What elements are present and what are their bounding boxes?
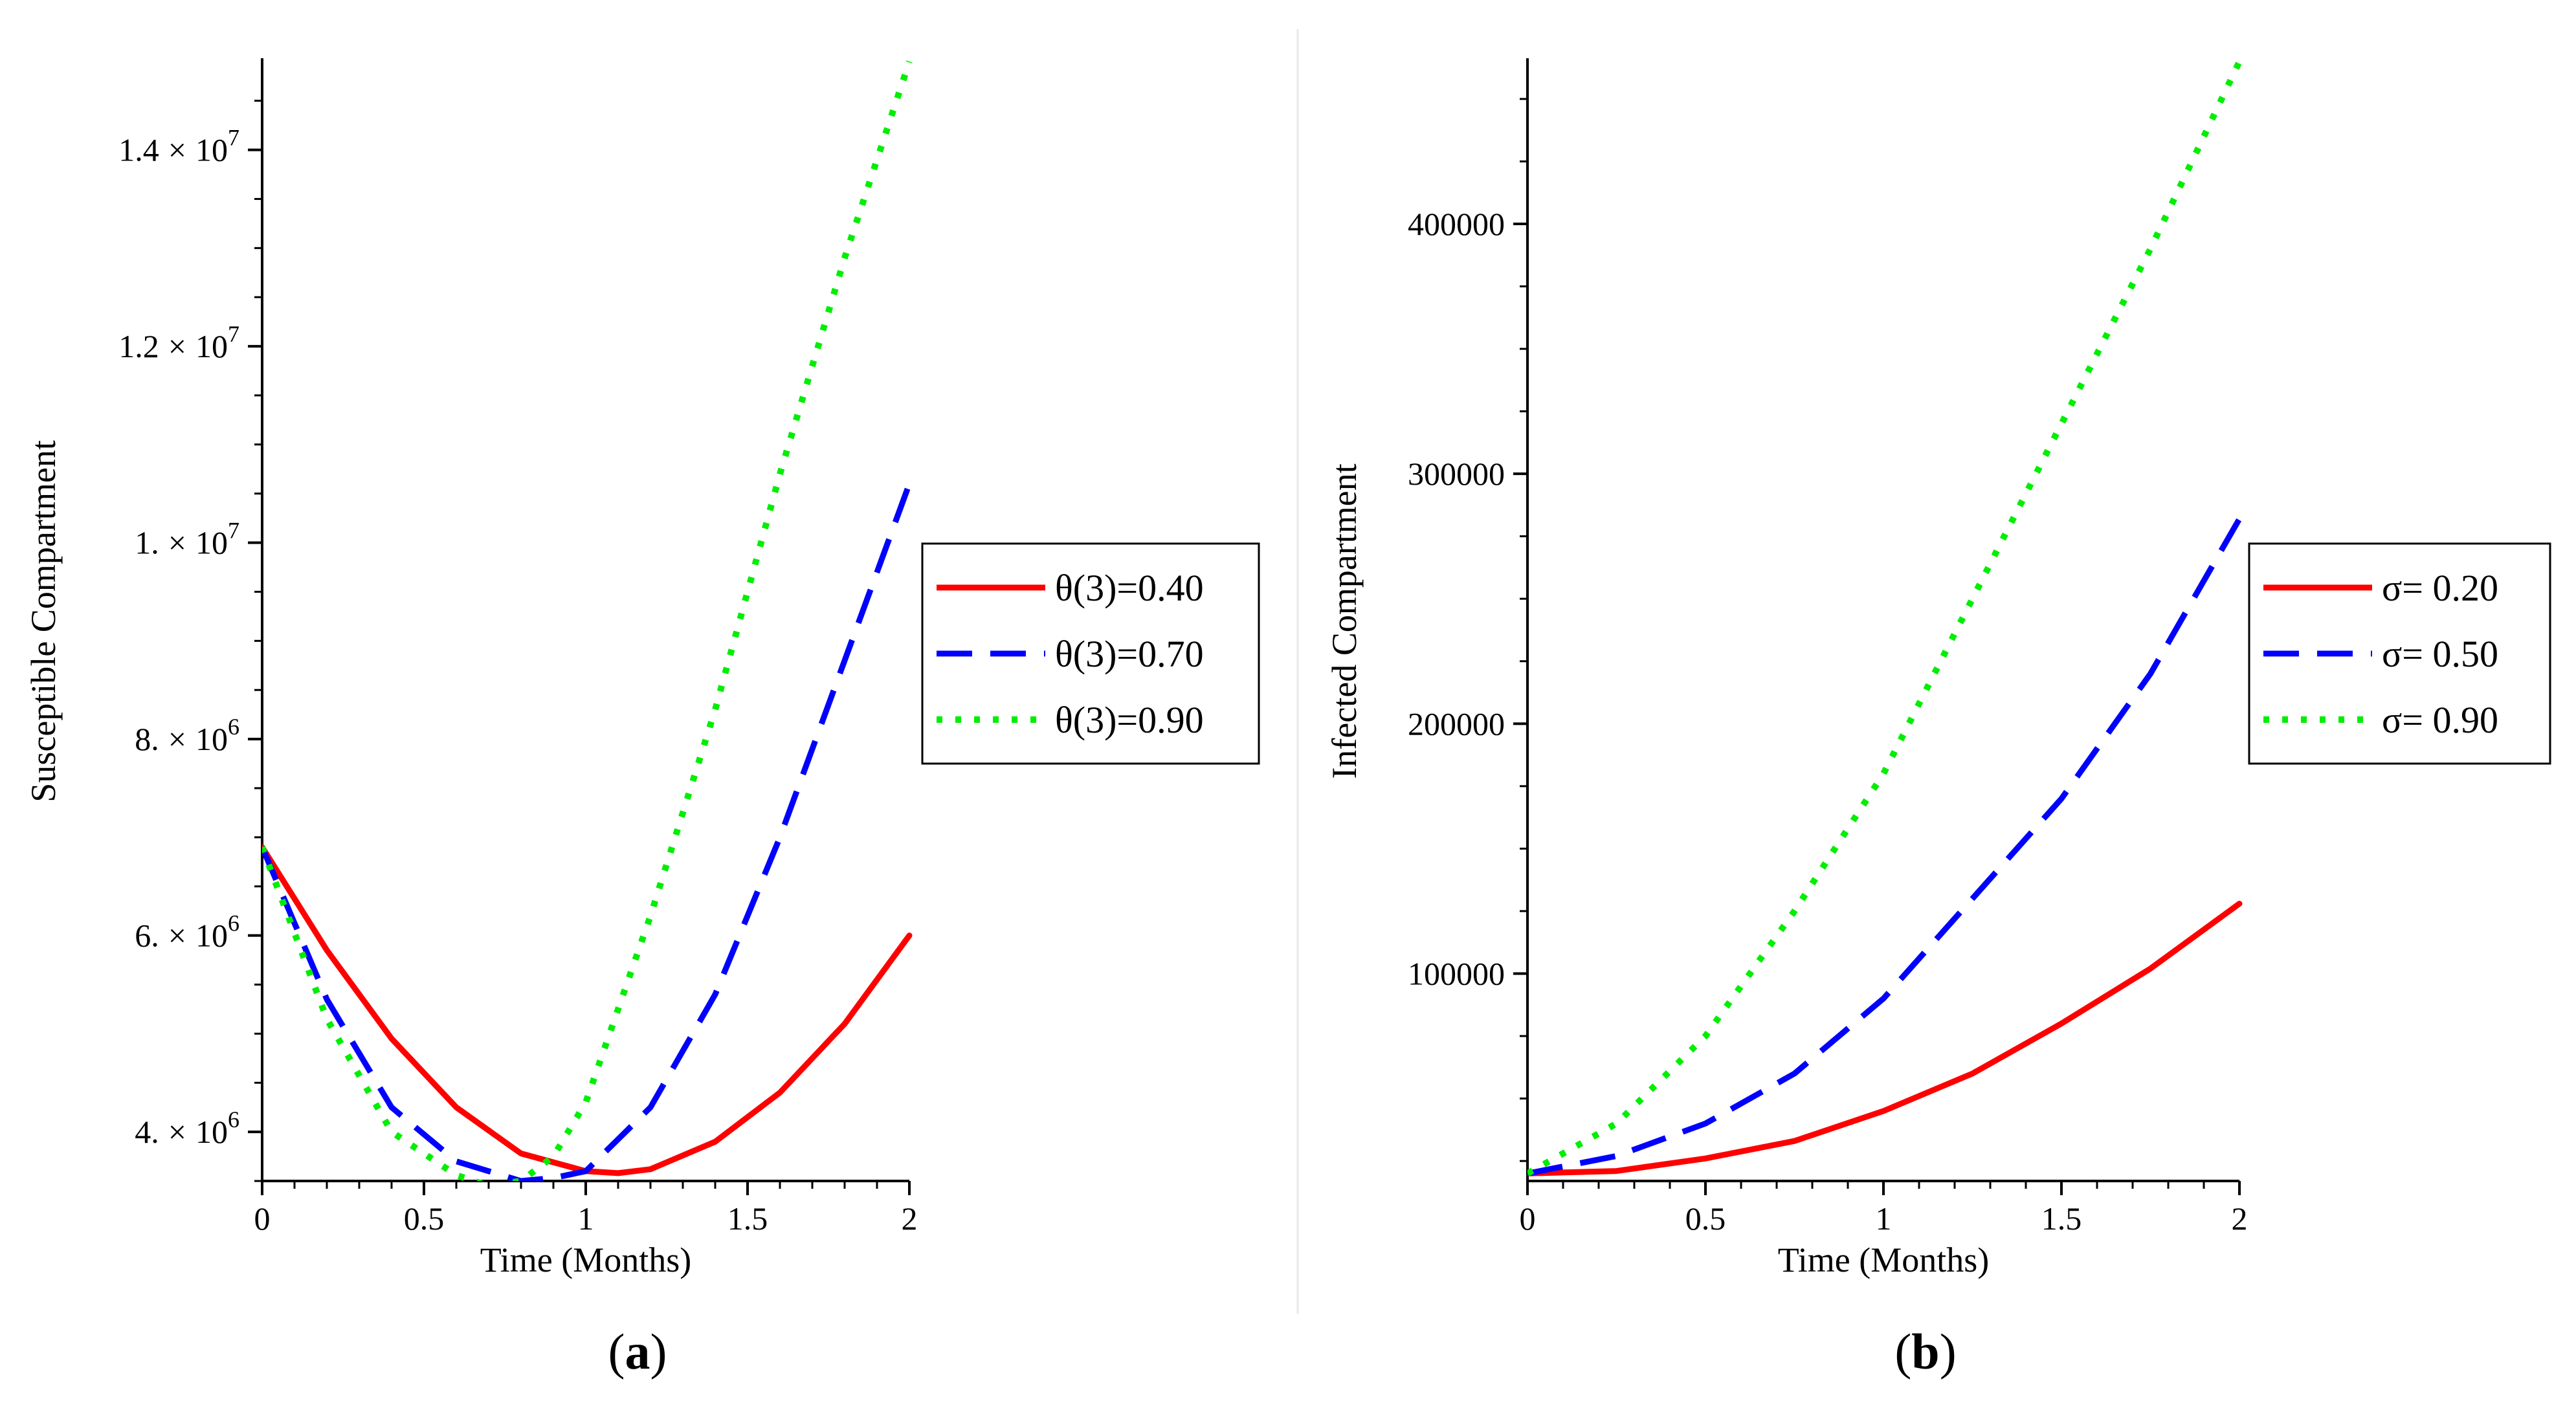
legend-label-3: θ(3)=0.90 [1055,699,1204,741]
legend-label-2: θ(3)=0.70 [1055,633,1204,675]
caption-letter: b [1911,1323,1939,1380]
y-tick-exponent: 6 [228,910,239,936]
y-tick-times: × [168,525,186,561]
x-tick-label: 1 [1876,1200,1892,1237]
legend-label-1: σ= 0.20 [2382,567,2498,609]
legend-label-3: σ= 0.90 [2382,699,2498,741]
y-tick-base: 10 [195,1114,228,1150]
y-tick-label: 1.2 × 107 [118,321,239,364]
x-tick-label: 0 [1520,1200,1536,1237]
y-tick-label: 200000 [1408,705,1505,742]
x-tick-label: 0 [254,1200,271,1237]
y-tick-mantissa: 1.4 [118,132,159,168]
y-tick-base: 10 [195,132,228,168]
panel-caption: (b) [1894,1323,1956,1380]
y-tick-times: × [168,721,186,757]
y-tick-times: × [168,132,186,168]
caption-open: ( [1894,1323,1911,1380]
y-tick-label: 1.4 × 107 [118,125,239,168]
y-tick-base: 10 [195,918,228,954]
y-tick-exponent: 6 [228,714,239,740]
x-axis-title: Time (Months) [480,1241,692,1279]
series-line-1 [1527,900,2243,1176]
y-tick-label: 400000 [1408,206,1505,242]
y-tick-label: 1. × 107 [135,518,239,561]
y-tick-label: 8. × 106 [135,714,239,757]
caption-open: ( [608,1323,625,1380]
y-tick-base: 10 [195,525,228,561]
legend-label-2: σ= 0.50 [2382,633,2498,675]
series-line-1 [262,844,913,1176]
y-tick-mantissa: 4. [135,1114,159,1150]
y-tick-exponent: 7 [228,125,239,151]
y-tick-label: 6. × 106 [135,910,239,954]
legend-box [2248,542,2551,765]
y-tick-label: 100000 [1408,955,1505,991]
caption-close: ) [1940,1323,1957,1380]
caption-close: ) [650,1323,667,1380]
y-tick-times: × [168,918,186,954]
y-tick-times: × [168,1114,186,1150]
y-tick-base: 10 [195,328,228,364]
panel-caption: (a) [608,1323,667,1380]
x-tick-label: 0.5 [404,1200,445,1237]
x-tick-label: 1.5 [2041,1200,2082,1237]
x-tick-label: 0.5 [1685,1200,1726,1237]
y-tick-mantissa: 6. [135,918,159,954]
series-line-3 [262,60,913,1181]
legend-label-1: θ(3)=0.40 [1055,567,1204,609]
y-axis-title: Susceptible Compartment [24,440,63,802]
y-tick-base: 10 [195,721,228,757]
y-tick-mantissa: 8. [135,721,159,757]
y-tick-mantissa: 1.2 [118,328,159,364]
y-tick-label: 300000 [1408,456,1505,492]
y-tick-exponent: 7 [228,321,239,347]
x-tick-label: 1.5 [727,1200,768,1237]
x-tick-label: 2 [2232,1200,2248,1237]
series-line-2 [1527,517,2242,1176]
chart-panel-b: 0 0.5 1 1.5 2 100000 200000 300000 400000 Time (M… [1325,58,2551,1380]
y-tick-label: 4. × 106 [135,1107,239,1150]
y-tick-times: × [168,328,186,364]
legend-box [921,542,1260,765]
y-axis-title: Infected Compartment [1325,463,1364,778]
y-tick-exponent: 7 [228,518,239,544]
caption-letter: a [625,1323,650,1380]
y-tick-exponent: 6 [228,1107,239,1132]
x-tick-label: 2 [902,1200,918,1237]
y-tick-mantissa: 1. [135,525,159,561]
series-line-2 [262,482,913,1181]
x-tick-label: 1 [578,1200,594,1237]
x-axis-title: Time (Months) [1778,1241,1990,1279]
